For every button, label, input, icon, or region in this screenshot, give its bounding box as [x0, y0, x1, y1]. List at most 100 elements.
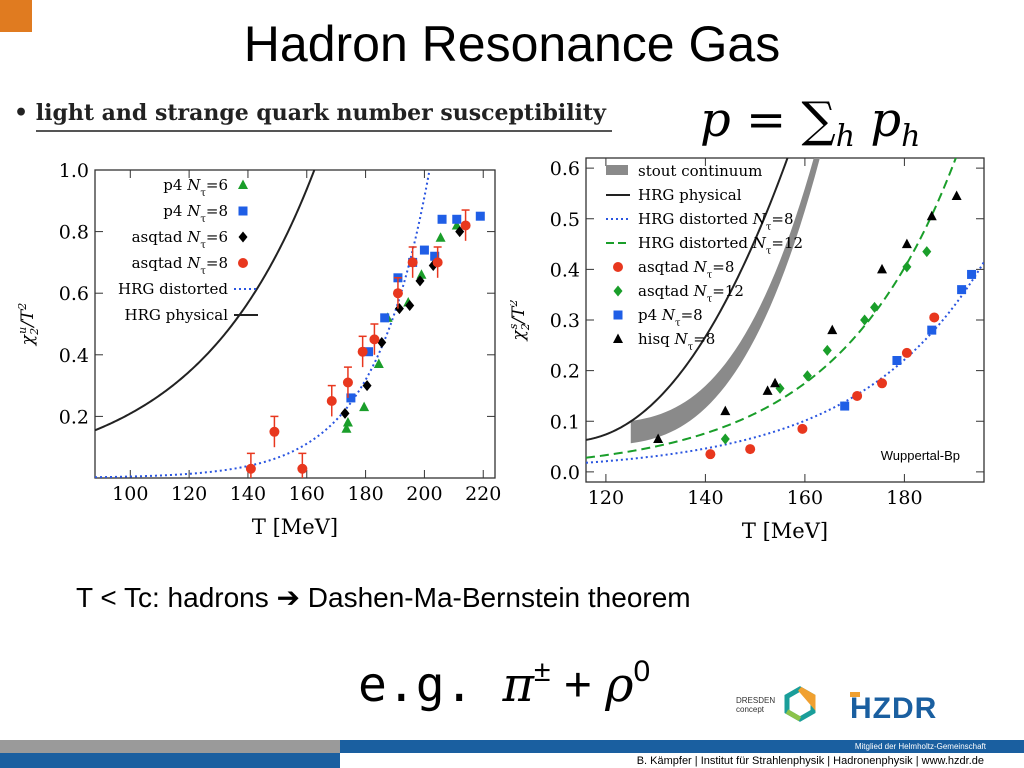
data-point — [394, 303, 404, 315]
data-point — [901, 347, 912, 358]
data-point — [377, 336, 387, 348]
y-tick-label: 0.2 — [550, 361, 580, 383]
formula-ph: p — [870, 92, 902, 148]
strange-quark-chart-svg: 120 140 160 180 0.0 0.1 0.2 0.3 0.4 0.5 0.6 T [MeV]… — [510, 157, 985, 543]
data-point — [460, 220, 471, 231]
data-point — [326, 396, 337, 406]
footer-credit: B. Kämpfer | Institut für Strahlenphysik… — [636, 755, 984, 767]
data-point — [870, 301, 880, 313]
y-tick-label: 0.6 — [59, 283, 89, 305]
data-point — [475, 211, 485, 221]
legend-label: HRG physical — [638, 186, 742, 204]
data-point — [340, 407, 350, 419]
legend-label: p4 Nτ=8 — [163, 202, 228, 225]
data-point — [435, 232, 446, 242]
dresden-logo-line2: concept — [736, 705, 765, 714]
data-point — [840, 401, 850, 411]
data-point — [373, 358, 384, 369]
data-point — [342, 417, 353, 427]
data-point — [415, 275, 425, 287]
y-axis-label: χ2s/T2 — [510, 299, 532, 341]
footer-blue-segment — [0, 753, 340, 768]
light-quark-chart-svg: 100 120 140 160 180 200 220 0.2 0.4 0.6 0.8 1.0 T [M… — [16, 160, 501, 539]
data-point — [929, 312, 940, 323]
formula-ph-index: h — [901, 119, 921, 154]
data-point — [269, 426, 280, 437]
arrow-right-icon: ➔ — [276, 582, 300, 613]
data-point — [926, 210, 937, 221]
x-tick-label: 140 — [687, 487, 723, 509]
data-point — [346, 393, 356, 403]
formula-equals: = — [746, 92, 787, 148]
data-point — [380, 313, 390, 323]
data-point — [392, 288, 403, 299]
data-point — [860, 314, 870, 326]
legend-label: p4 Nτ=8 — [638, 306, 703, 329]
data-point — [902, 261, 912, 273]
legend-marker — [238, 179, 248, 189]
x-tick-label: 180 — [347, 483, 383, 505]
data-point — [362, 380, 372, 392]
pressure-formula: p = ∑h ph — [700, 88, 920, 169]
data-point — [720, 433, 730, 445]
corner-accent-square — [0, 0, 32, 32]
data-point — [770, 377, 781, 388]
data-point — [802, 370, 812, 382]
hrg-curve-1 — [586, 261, 984, 464]
y-tick-label: 0.6 — [550, 158, 580, 180]
x-tick-label: 100 — [112, 483, 148, 505]
data-point — [359, 401, 370, 412]
example-prefix: e.g. — [358, 657, 503, 713]
y-tick-label: 1.0 — [59, 160, 89, 182]
data-point — [653, 433, 664, 443]
data-point — [762, 385, 773, 395]
x-tick-label: 180 — [886, 487, 922, 509]
data-point — [892, 356, 902, 365]
y-tick-label: 0.2 — [59, 406, 89, 428]
data-point — [357, 346, 368, 357]
x-tick-label: 160 — [289, 483, 325, 505]
legend-marker — [613, 310, 623, 320]
legend-label: HRG physical — [125, 306, 229, 324]
legend-band — [606, 165, 628, 175]
data-point — [745, 444, 756, 455]
legend-marker — [613, 285, 623, 297]
data-point — [452, 214, 462, 224]
data-point — [922, 246, 932, 258]
plot-frame — [94, 169, 496, 479]
bullet-heading-text: light and strange quark number susceptib… — [35, 100, 606, 126]
example-pm: ± — [534, 655, 551, 688]
hzdr-logo-text: HZDR — [850, 692, 937, 724]
legend-marker — [238, 206, 248, 216]
legend-label: HRG distorted — [118, 280, 228, 298]
data-point — [432, 257, 443, 268]
heading-underline — [36, 130, 612, 132]
legend-label: hisq Nτ=8 — [638, 330, 715, 353]
x-tick-label: 120 — [171, 483, 207, 505]
y-tick-label: 0.3 — [550, 310, 580, 332]
x-tick-label: 200 — [406, 483, 442, 505]
example-zero: 0 — [633, 655, 651, 688]
data-point — [342, 377, 353, 388]
data-point — [901, 238, 912, 249]
data-point — [405, 300, 415, 312]
example-rho: ρ — [605, 657, 634, 713]
data-point — [927, 325, 937, 335]
caption-right: Dashen-Ma-Bernstein theorem — [300, 582, 691, 613]
legend-label: HRG distorted Nτ=12 — [638, 234, 803, 257]
data-point — [437, 214, 447, 224]
formula-sum-index: h — [835, 119, 856, 154]
formula-p: p — [700, 92, 731, 148]
data-point — [951, 190, 962, 200]
x-axis-label: T [MeV] — [252, 515, 338, 539]
footer-top-bar — [0, 740, 1024, 753]
data-point — [967, 269, 977, 279]
plot-area — [95, 170, 485, 478]
data-point — [416, 269, 427, 279]
dresden-concept-logo: DRESDEN concept — [736, 684, 820, 724]
dresden-logo-line1: DRESDEN — [736, 696, 776, 705]
x-axis-label: T [MeV] — [742, 519, 828, 543]
data-point — [797, 423, 808, 434]
hrg-curve-0 — [586, 158, 789, 441]
legend-marker — [238, 231, 248, 243]
